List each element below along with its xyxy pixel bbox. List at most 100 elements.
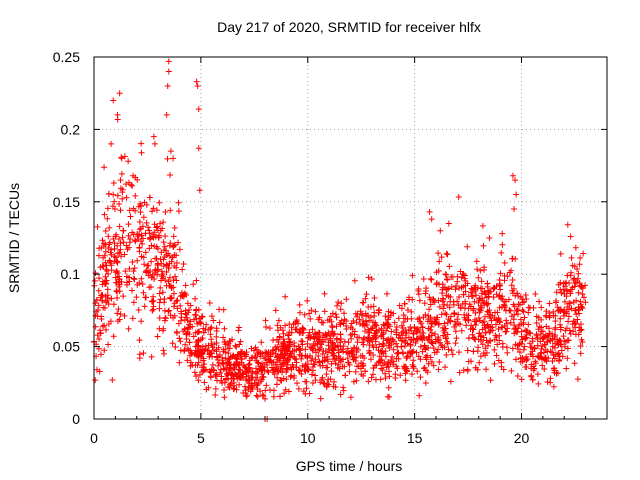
data-point	[148, 298, 155, 305]
data-point	[267, 353, 274, 360]
data-point	[482, 352, 489, 359]
data-point	[298, 338, 305, 345]
data-point	[483, 337, 490, 344]
data-point	[560, 333, 567, 340]
data-point	[540, 349, 547, 356]
data-point	[443, 271, 450, 278]
data-point	[298, 371, 305, 378]
data-point	[440, 296, 447, 303]
data-point	[118, 170, 125, 177]
data-point	[409, 361, 416, 368]
data-point	[400, 312, 407, 319]
data-point	[462, 282, 469, 289]
data-point	[503, 317, 510, 324]
data-point	[520, 346, 527, 353]
data-point	[511, 311, 518, 318]
data-point	[141, 199, 148, 206]
data-point	[577, 342, 584, 349]
data-point	[315, 352, 322, 359]
data-point	[193, 352, 200, 359]
data-point	[207, 331, 214, 338]
data-point	[332, 383, 339, 390]
data-point	[116, 288, 123, 295]
data-point	[99, 323, 106, 330]
data-point	[302, 362, 309, 369]
data-point	[270, 359, 277, 366]
data-point	[323, 383, 330, 390]
data-point	[580, 250, 587, 257]
data-point	[466, 301, 473, 308]
data-point	[512, 325, 519, 332]
data-point	[345, 359, 352, 366]
data-point	[475, 274, 482, 281]
data-point	[119, 234, 126, 241]
data-point	[537, 350, 544, 357]
data-point	[561, 309, 568, 316]
data-point	[312, 377, 319, 384]
data-point	[262, 317, 269, 324]
data-point	[295, 385, 302, 392]
data-point	[430, 362, 437, 369]
data-point	[221, 325, 228, 332]
data-point	[141, 261, 148, 268]
data-point	[126, 207, 133, 214]
data-point	[111, 240, 118, 247]
data-point	[470, 307, 477, 314]
data-point	[133, 294, 140, 301]
data-point	[529, 335, 536, 342]
data-point	[104, 205, 111, 212]
data-point	[312, 349, 319, 356]
data-point	[521, 356, 528, 363]
data-point	[225, 345, 232, 352]
data-point	[140, 214, 147, 221]
data-point	[478, 278, 485, 285]
data-point	[168, 294, 175, 301]
data-point	[345, 339, 352, 346]
data-point	[204, 347, 211, 354]
data-point	[575, 289, 582, 296]
data-point	[182, 341, 189, 348]
data-point	[485, 293, 492, 300]
data-point	[117, 207, 124, 214]
data-point	[341, 338, 348, 345]
data-point	[105, 233, 112, 240]
data-point	[328, 360, 335, 367]
data-point	[160, 239, 167, 246]
data-point	[384, 321, 391, 328]
data-point	[203, 321, 210, 328]
data-point	[157, 284, 164, 291]
data-point	[109, 377, 116, 384]
data-point	[428, 330, 435, 337]
data-point	[464, 243, 471, 250]
data-point	[454, 316, 461, 323]
data-point	[422, 311, 429, 318]
data-point	[543, 313, 550, 320]
data-point	[206, 353, 213, 360]
data-point	[111, 206, 118, 213]
data-point	[220, 306, 227, 313]
data-point	[193, 78, 200, 85]
data-point	[241, 353, 248, 360]
data-point	[379, 348, 386, 355]
data-point	[483, 366, 490, 373]
data-point	[432, 318, 439, 325]
data-point	[507, 319, 514, 326]
data-point	[129, 259, 136, 266]
y-tick-label: 0.15	[53, 194, 80, 210]
data-point	[164, 82, 171, 89]
data-point	[469, 286, 476, 293]
data-point	[557, 279, 564, 286]
data-point	[337, 391, 344, 398]
data-point	[425, 312, 432, 319]
data-point	[329, 344, 336, 351]
data-point	[270, 366, 277, 373]
data-point	[102, 248, 109, 255]
data-point	[480, 242, 487, 249]
data-point	[274, 343, 281, 350]
data-point	[577, 254, 584, 261]
data-point	[115, 306, 122, 313]
data-point	[114, 111, 121, 118]
data-point	[153, 255, 160, 262]
data-point	[550, 352, 557, 359]
data-point	[426, 294, 433, 301]
